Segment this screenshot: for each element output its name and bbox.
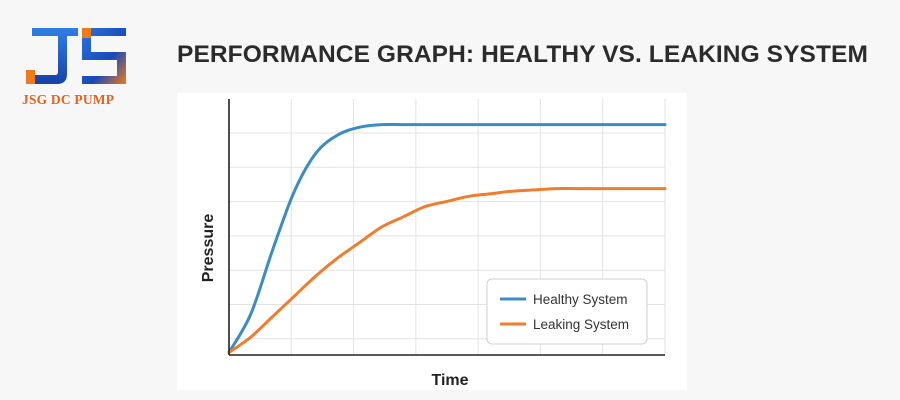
chart-panel: Pressure Time Healthy System Leaking Sys… xyxy=(177,93,687,390)
performance-chart: Pressure Time Healthy System Leaking Sys… xyxy=(200,99,667,389)
legend: Healthy System Leaking System xyxy=(486,278,648,345)
series-line-healthy xyxy=(227,122,667,354)
series-lines xyxy=(227,122,667,354)
page-title: PERFORMANCE GRAPH: HEALTHY VS. LEAKING S… xyxy=(177,41,869,68)
series-line-leaking xyxy=(227,187,667,354)
y-axis-label: Pressure xyxy=(200,214,217,283)
jsg-logo xyxy=(26,28,126,84)
legend-label-leaking: Leaking System xyxy=(533,317,629,332)
legend-box xyxy=(486,278,648,345)
brand-name: JSG DC PUMP xyxy=(22,92,115,107)
x-axis-label: Time xyxy=(431,372,468,389)
legend-label-healthy: Healthy System xyxy=(533,292,628,307)
